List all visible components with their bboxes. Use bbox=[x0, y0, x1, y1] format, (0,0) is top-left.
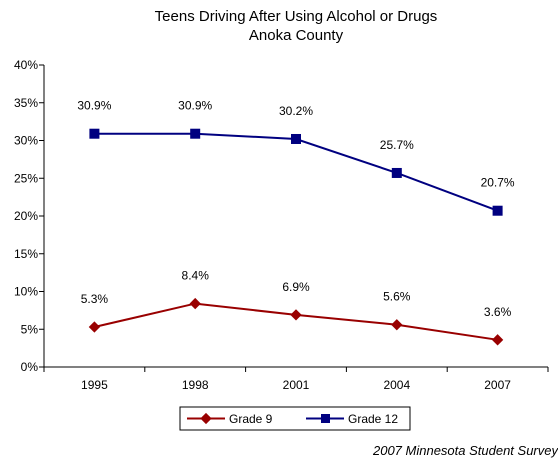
x-tick-label: 2004 bbox=[383, 378, 410, 392]
data-point bbox=[291, 133, 301, 144]
x-tick-label: 2001 bbox=[283, 378, 310, 392]
data-label: 3.6% bbox=[484, 305, 512, 319]
series-layer: 5.3% 8.4% 6.9% 5.6% 3.6% 30.9% 30.9% 30.2% 25.7%… bbox=[77, 99, 515, 346]
plot-area: 0% 5% 10% 15% 20% 25% 30% 35% 40% 1995 1998 2001 20… bbox=[14, 58, 549, 392]
legend: Grade 9 Grade 12 bbox=[179, 406, 411, 431]
chart-subtitle: Anoka County bbox=[249, 27, 344, 44]
y-tick-label: 25% bbox=[14, 171, 38, 185]
data-label: 8.4% bbox=[182, 269, 210, 283]
y-axis-ticks: 0% 5% 10% 15% 20% 25% 30% 35% 40% bbox=[14, 58, 44, 374]
data-label: 6.9% bbox=[282, 280, 310, 294]
legend-square-icon bbox=[321, 414, 330, 423]
legend-diamond-icon bbox=[200, 412, 212, 425]
y-tick-label: 15% bbox=[14, 247, 38, 261]
data-label: 20.7% bbox=[481, 176, 515, 190]
data-label: 30.9% bbox=[77, 99, 111, 113]
y-tick-label: 20% bbox=[14, 209, 38, 223]
data-label: 30.9% bbox=[178, 99, 212, 113]
data-label: 30.2% bbox=[279, 104, 313, 118]
data-point bbox=[492, 205, 503, 216]
legend-label-grade-12: Grade 12 bbox=[348, 412, 398, 426]
y-tick-label: 40% bbox=[14, 58, 38, 72]
x-tick-label: 1998 bbox=[182, 378, 209, 392]
y-tick-label: 35% bbox=[14, 96, 38, 110]
data-point bbox=[391, 167, 402, 178]
legend-label-grade-9: Grade 9 bbox=[229, 412, 273, 426]
x-tick-label: 1995 bbox=[81, 378, 108, 392]
y-tick-label: 0% bbox=[21, 360, 39, 374]
legend-box bbox=[179, 406, 411, 431]
data-label: 5.6% bbox=[383, 290, 411, 304]
chart-title: Teens Driving After Using Alcohol or Dru… bbox=[155, 8, 438, 25]
x-axis-ticks: 1995 1998 2001 2004 2007 bbox=[43, 367, 549, 392]
line-chart: Teens Driving After Using Alcohol or Dru… bbox=[14, 8, 549, 431]
y-tick-label: 5% bbox=[21, 322, 39, 336]
data-point bbox=[491, 334, 504, 346]
series-line-grade-12 bbox=[94, 132, 498, 212]
data-label: 5.3% bbox=[81, 292, 109, 306]
data-point bbox=[88, 321, 101, 333]
legend-item-grade-12: Grade 12 bbox=[306, 412, 398, 426]
data-point bbox=[391, 319, 403, 331]
legend-item-grade-9: Grade 9 bbox=[187, 412, 273, 426]
data-point bbox=[190, 128, 201, 139]
series-grade-9: 5.3% 8.4% 6.9% 5.6% 3.6% bbox=[81, 269, 512, 346]
series-grade-12: 30.9% 30.9% 30.2% 25.7% 20.7% bbox=[77, 99, 515, 216]
data-point bbox=[189, 297, 201, 310]
y-tick-label: 30% bbox=[14, 134, 38, 148]
data-point bbox=[89, 128, 100, 139]
y-tick-label: 10% bbox=[14, 285, 38, 299]
data-label: 25.7% bbox=[380, 138, 414, 152]
series-line-grade-9 bbox=[94, 302, 498, 341]
source-note: 2007 Minnesota Student Survey bbox=[372, 443, 558, 458]
x-tick-label: 2007 bbox=[484, 378, 511, 392]
data-point bbox=[290, 309, 302, 321]
